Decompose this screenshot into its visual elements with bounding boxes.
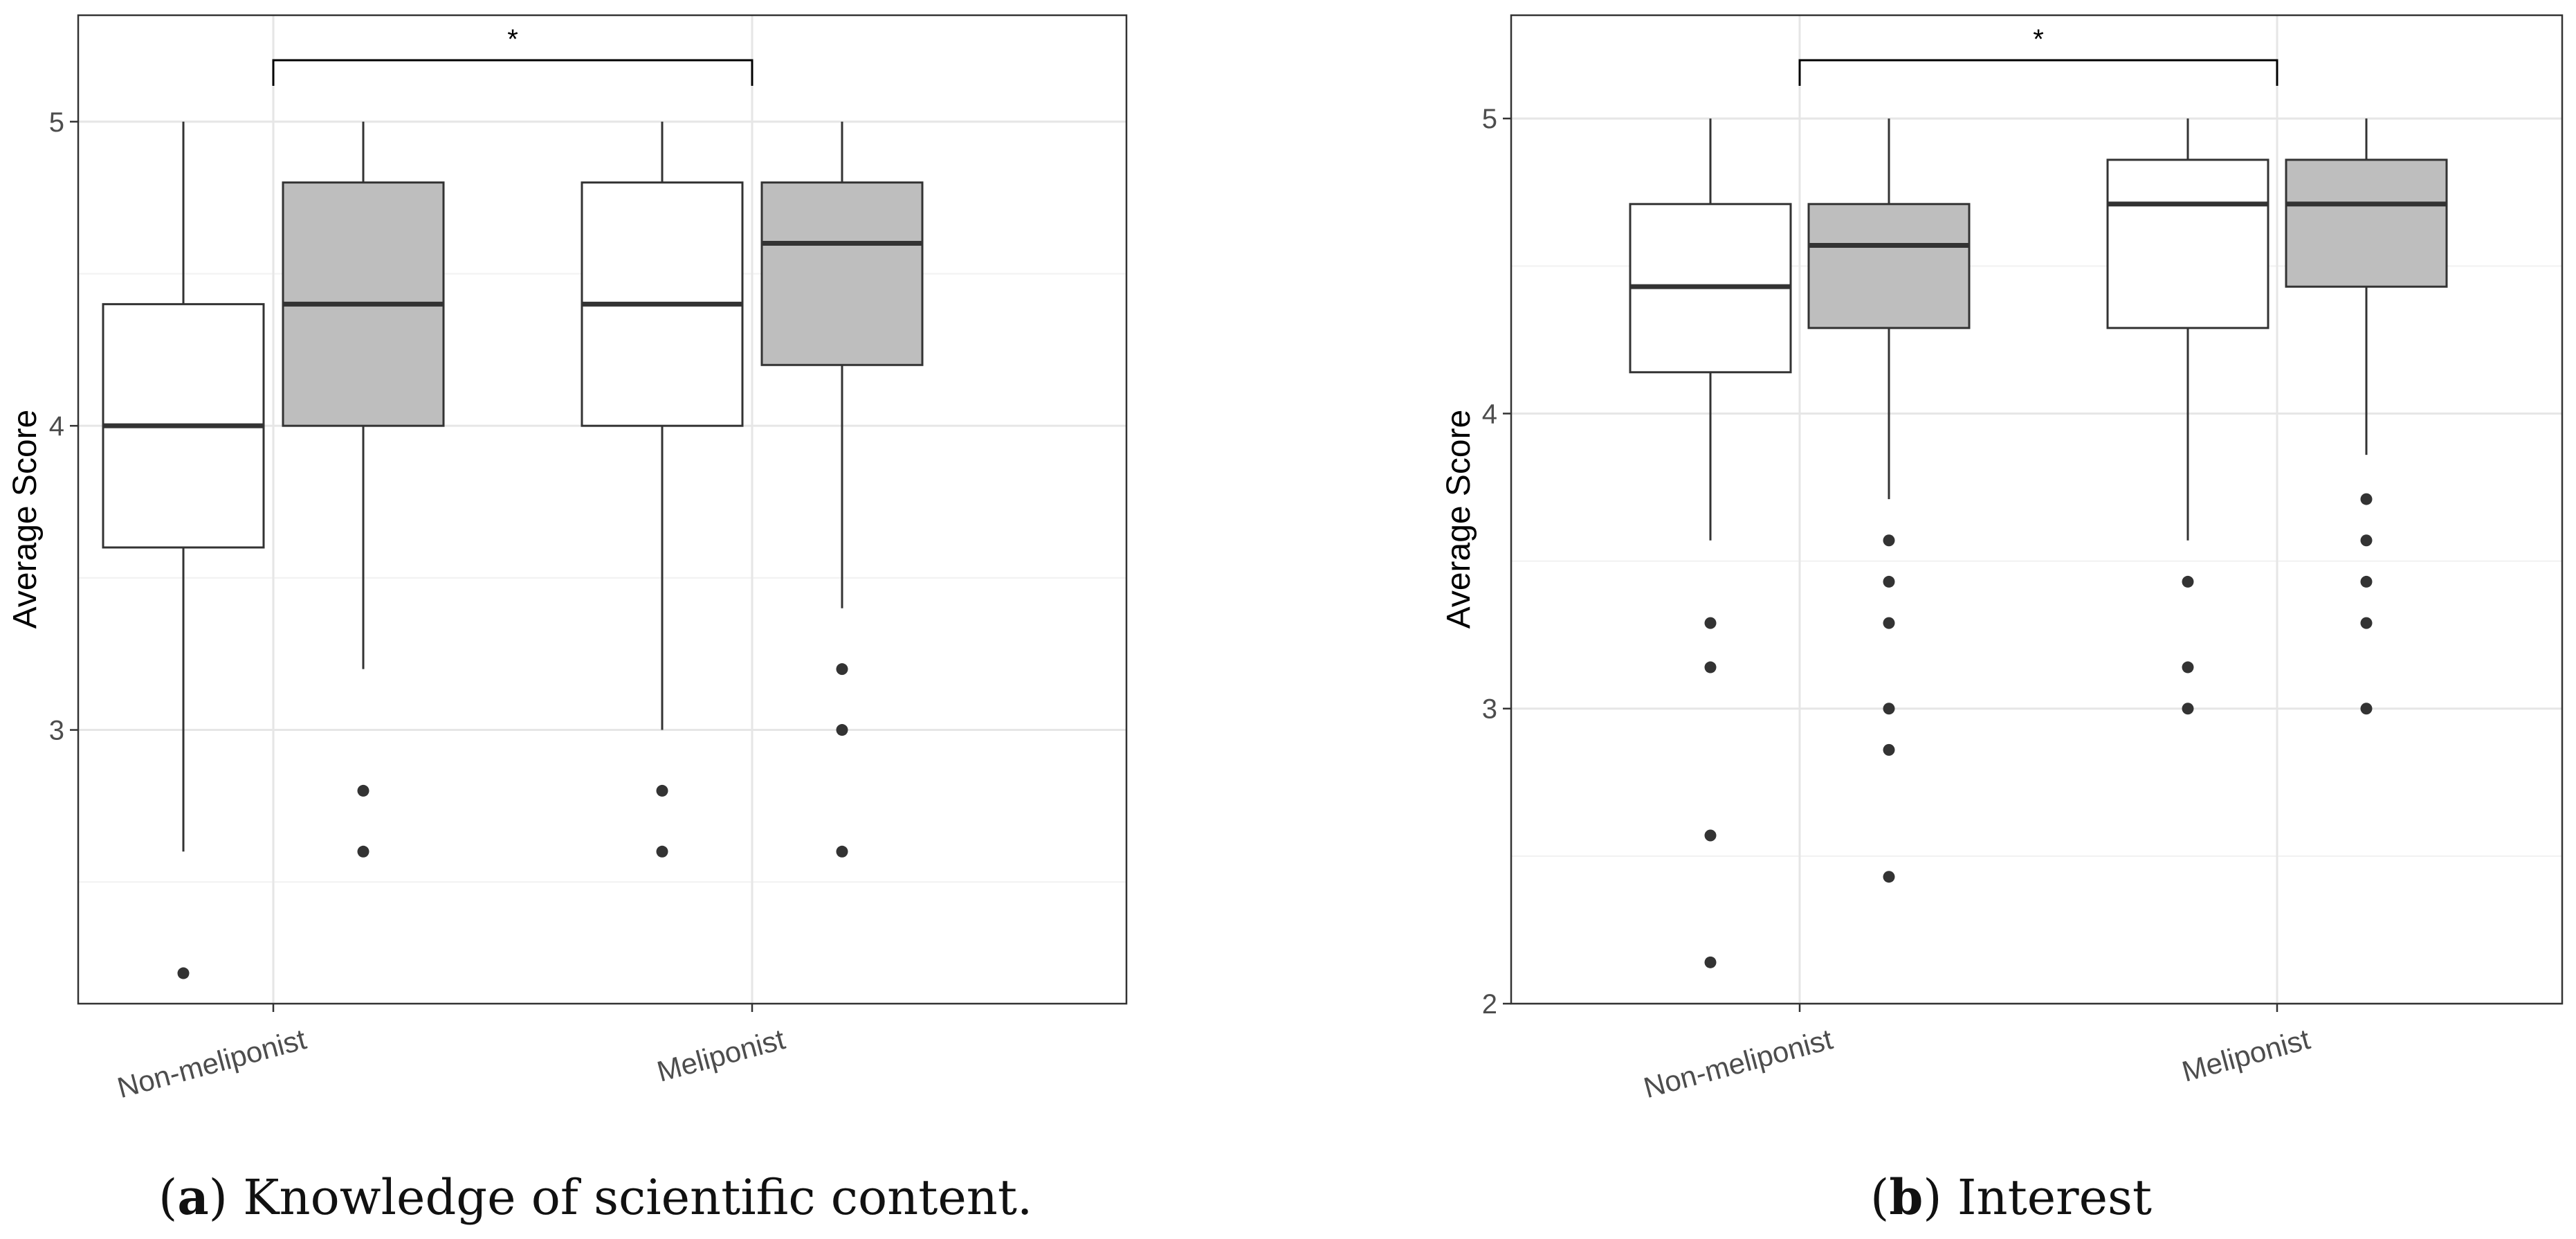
chart-a-significance-bracket [272, 59, 753, 86]
caption-a-letter: a [177, 1168, 209, 1226]
chart-b-outlier-point [1704, 829, 1717, 842]
chart-b-outlier-point [1883, 871, 1895, 883]
chart-b-outlier-point [1883, 617, 1895, 629]
chart-b-xtick-label: Non-meliponist [1641, 1022, 1836, 1104]
chart-b-outlier-point [1704, 661, 1717, 673]
chart-b-outlier-point [1883, 575, 1895, 588]
chart-b-box [2285, 159, 2448, 288]
caption-b-text: Interest [1957, 1169, 2153, 1226]
chart-b-ylabel: Average Score [1441, 410, 1477, 629]
caption-b: (b) Interest [1870, 1168, 2153, 1226]
chart-a-outlier-point [357, 784, 369, 797]
chart-b-outlier-point [2360, 534, 2373, 547]
chart-b-box [2106, 159, 2269, 329]
chart-b-outlier-point [2182, 575, 2194, 588]
chart-a-outlier-point [177, 967, 190, 979]
chart-b-xtick-label: Meliponist [2179, 1022, 2314, 1087]
chart-b-ytick-label: 4 [1482, 399, 1497, 429]
chart-a-outlier-point [836, 724, 848, 736]
chart-b-outlier-point [2360, 575, 2373, 588]
chart-a-ytick-label: 3 [49, 716, 64, 746]
chart-a-outlier-point [656, 784, 668, 797]
chart-b-significance-label: * [2033, 24, 2044, 55]
chart-a-outlier-point [656, 845, 668, 858]
chart-b-outlier-point [1883, 703, 1895, 715]
chart-a-panel-border [77, 14, 1128, 1005]
chart-b-ytick-label: 3 [1482, 694, 1497, 725]
chart-b-outlier-point [1704, 956, 1717, 968]
chart-b-outlier-point [2360, 703, 2373, 715]
chart-a-ytick-label: 5 [49, 107, 64, 138]
chart-b-outlier-point [2360, 493, 2373, 505]
chart-b-outlier-point [1704, 617, 1717, 629]
chart-a-box [760, 181, 924, 366]
caption-a: (a) Knowledge of scientific content. [158, 1168, 1033, 1226]
chart-b-panel-border [1510, 14, 2564, 1005]
chart-b-outlier-point [1883, 534, 1895, 547]
chart-b-ytick-label: 5 [1482, 104, 1497, 134]
chart-a-significance-label: * [507, 24, 518, 55]
caption-a-text: Knowledge of scientific content. [243, 1169, 1033, 1226]
chart-a-ytick-label: 4 [49, 411, 64, 442]
chart-a-outlier-point [836, 663, 848, 676]
chart-b-outlier-point [2182, 703, 2194, 715]
chart-b-ytick-label: 2 [1482, 989, 1497, 1020]
chart-a-outlier-point [836, 845, 848, 858]
chart-a-ylabel: Average Score [7, 410, 44, 629]
chart-b-outlier-point [2360, 617, 2373, 629]
chart-b-outlier-point [2182, 661, 2194, 673]
chart-b-box [1807, 203, 1971, 329]
caption-b-letter: b [1889, 1168, 1924, 1226]
chart-a-outlier-point [357, 845, 369, 858]
chart-b-significance-bracket [1798, 59, 2278, 86]
chart-b-outlier-point [1883, 743, 1895, 756]
